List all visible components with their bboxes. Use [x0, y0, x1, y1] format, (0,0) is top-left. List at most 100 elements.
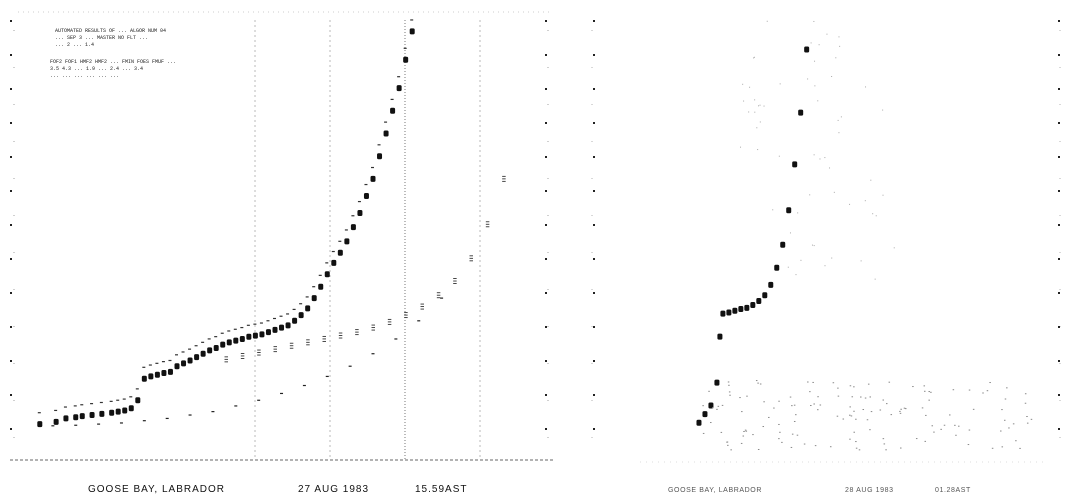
header-line: AUTOMATED RESULTS OF ... ALGOR NUM 04	[55, 28, 166, 34]
o-trace-mark	[337, 249, 343, 256]
noise-dot	[1004, 398, 1007, 400]
noise-dot	[809, 194, 811, 196]
x-trace-mark	[240, 353, 245, 354]
o-trace-mark	[194, 354, 200, 361]
height-tick	[1058, 360, 1060, 362]
height-tick	[1058, 326, 1060, 328]
e-trace-mark	[348, 365, 352, 367]
height-tick	[545, 360, 547, 362]
e-trace-mark	[257, 399, 261, 401]
height-tick	[10, 292, 12, 294]
noise-dot	[796, 434, 799, 436]
height-tick	[10, 54, 12, 56]
noise-dot	[753, 56, 755, 58]
noise-dot	[810, 405, 812, 407]
x-trace-mark	[485, 226, 490, 228]
x-trace-mark	[502, 175, 506, 177]
x-trace-mark	[224, 358, 228, 360]
height-tick	[1058, 54, 1060, 56]
o-trace-mark	[285, 322, 291, 329]
height-tick	[1058, 20, 1060, 22]
night-trace-mark	[738, 306, 744, 313]
x-trace-mark	[485, 223, 490, 225]
height-tick	[1058, 428, 1060, 430]
noise-dot	[850, 415, 853, 417]
right-height-ticks	[593, 20, 1060, 430]
x-trace-mark	[371, 329, 375, 331]
x-trace-mark	[322, 335, 326, 337]
noise-dot	[745, 430, 748, 432]
trace-tick	[240, 326, 244, 329]
noise-dot	[754, 111, 756, 113]
x-trace-mark	[306, 339, 310, 341]
noise-dot	[795, 274, 797, 276]
trace-tick	[142, 366, 146, 368]
noise-dot	[743, 430, 745, 432]
o-trace-mark	[109, 409, 115, 416]
e-trace-mark	[188, 414, 192, 416]
noise-dot	[759, 121, 761, 123]
o-trace-mark	[37, 421, 43, 428]
o-trace-mark	[115, 408, 121, 415]
noise-dot	[1006, 387, 1008, 389]
noise-dot	[903, 407, 906, 409]
noise-dot	[893, 247, 895, 249]
noise-dot	[809, 391, 811, 393]
night-trace-mark	[702, 411, 708, 418]
o-trace-mark	[239, 335, 245, 342]
trace-tick	[214, 336, 218, 338]
noise-dot	[882, 194, 884, 196]
noise-dot	[778, 438, 780, 440]
x-trace-mark	[273, 348, 277, 350]
noise-dot	[842, 418, 845, 420]
height-tick	[10, 326, 12, 328]
noise-dot	[740, 442, 743, 444]
noise-dot	[819, 404, 822, 406]
o-trace-mark	[246, 333, 252, 340]
noise-dot	[862, 409, 865, 411]
noise-dot	[812, 381, 814, 383]
height-tick	[10, 20, 12, 22]
noise-dot	[742, 435, 745, 437]
o-trace-mark	[377, 153, 383, 160]
x-trace-mark	[322, 340, 326, 342]
noise-dot	[813, 154, 815, 156]
noise-dot	[1008, 427, 1010, 429]
right-station-label: GOOSE BAY, LABRADOR	[668, 487, 762, 494]
height-tick	[545, 258, 547, 260]
x-trace-mark	[338, 335, 343, 336]
height-tick	[10, 224, 12, 226]
trace-tick	[312, 286, 316, 288]
o-trace-mark	[174, 363, 180, 370]
noise-dot	[824, 157, 826, 159]
noise-dot	[900, 447, 902, 449]
noise-dot	[989, 382, 991, 384]
noise-dot	[872, 213, 874, 215]
o-trace-mark	[292, 317, 298, 324]
noise-dot	[1012, 423, 1015, 425]
noise-dot	[968, 429, 971, 431]
height-tick	[1058, 88, 1060, 90]
x-trace-mark	[355, 331, 359, 333]
noise-dot	[924, 390, 926, 392]
height-tick	[593, 394, 595, 396]
trace-tick	[318, 274, 322, 276]
left-date-label: 27 AUG 1983	[298, 484, 369, 495]
noise-dot	[855, 441, 857, 443]
o-trace-mark	[122, 407, 128, 414]
noise-dot	[789, 396, 792, 398]
x-trace-mark	[404, 312, 408, 314]
e-trace-mark	[394, 338, 398, 340]
noise-dot	[949, 414, 951, 416]
height-tick	[593, 292, 595, 294]
x-trace-mark	[257, 352, 261, 353]
height-tick	[593, 360, 595, 362]
noise-dot	[727, 444, 729, 446]
x-trace-mark	[306, 341, 310, 343]
noise-dot	[773, 407, 775, 409]
noise-dot	[814, 445, 817, 447]
noise-dot	[813, 20, 815, 22]
trace-tick	[403, 47, 407, 49]
height-tick	[10, 394, 12, 396]
